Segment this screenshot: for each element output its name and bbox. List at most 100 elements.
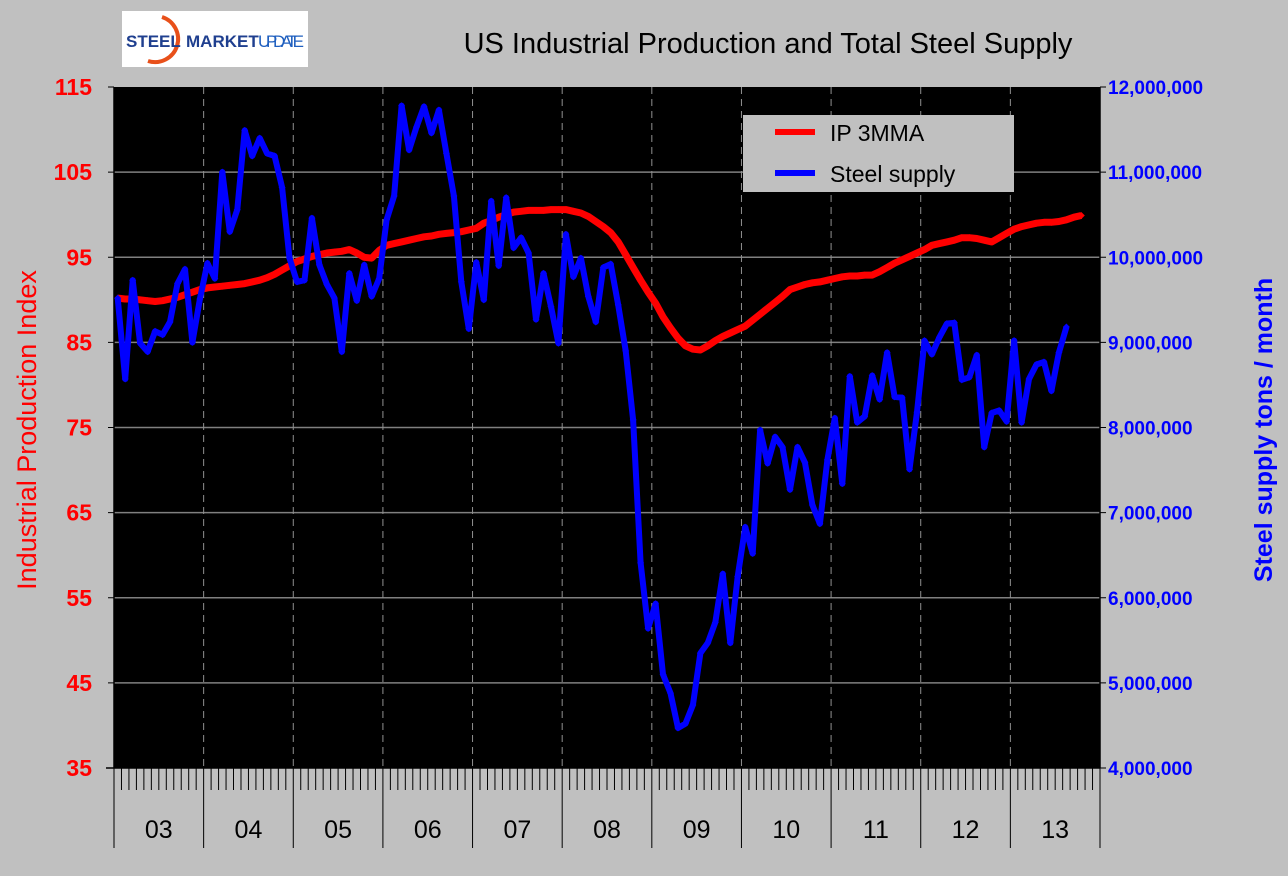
data-point xyxy=(525,249,533,257)
data-point xyxy=(144,297,152,305)
x-tick-label: 07 xyxy=(503,816,531,844)
data-point xyxy=(928,350,936,358)
series-line xyxy=(114,102,1070,731)
data-point xyxy=(323,280,331,288)
data-point xyxy=(749,316,757,324)
data-point xyxy=(390,192,398,200)
data-point xyxy=(211,275,219,283)
y2-tick-label: 8,000,000 xyxy=(1108,419,1193,440)
y-tick-label: 45 xyxy=(66,670,92,696)
data-point xyxy=(995,406,1003,414)
data-point xyxy=(674,724,682,732)
svg-text:STEEL: STEEL xyxy=(126,32,181,51)
data-point xyxy=(838,480,846,488)
data-point xyxy=(196,295,204,303)
data-point xyxy=(719,332,727,340)
data-point xyxy=(480,296,488,304)
data-point xyxy=(547,206,555,214)
data-point xyxy=(151,327,159,335)
x-tick-label: 11 xyxy=(863,816,889,844)
data-point xyxy=(166,318,174,326)
data-point xyxy=(480,219,488,227)
data-point xyxy=(995,234,1003,242)
data-point xyxy=(540,206,548,214)
x-tick-label: 12 xyxy=(952,816,980,844)
data-point xyxy=(159,297,167,305)
data-point xyxy=(323,249,331,257)
data-point xyxy=(950,319,958,327)
data-point xyxy=(226,228,234,236)
data-point xyxy=(398,102,406,110)
data-point xyxy=(734,572,742,580)
data-point xyxy=(1010,225,1018,233)
data-point xyxy=(278,183,286,191)
data-point xyxy=(457,278,465,286)
data-point xyxy=(465,325,473,333)
x-tick-label: 08 xyxy=(593,816,621,844)
data-point xyxy=(704,639,712,647)
data-point xyxy=(771,433,779,441)
y-tick-label: 115 xyxy=(55,74,92,100)
data-point xyxy=(629,263,637,271)
data-point xyxy=(913,408,921,416)
data-point xyxy=(666,324,674,332)
data-point xyxy=(666,689,674,697)
data-point xyxy=(599,263,607,271)
data-point xyxy=(173,280,181,288)
y2-tick-label: 7,000,000 xyxy=(1108,504,1193,525)
series-steel-supply xyxy=(114,102,1070,732)
y-tick-label: 85 xyxy=(66,329,92,355)
data-point xyxy=(330,294,338,302)
legend: IP 3MMA Steel supply xyxy=(743,115,1014,192)
data-point xyxy=(726,329,734,337)
data-point xyxy=(756,426,764,434)
data-point xyxy=(644,624,652,632)
data-point xyxy=(188,288,196,296)
y2-tick-label: 6,000,000 xyxy=(1108,589,1193,610)
data-point xyxy=(1077,212,1085,220)
data-point xyxy=(1055,217,1063,225)
data-point xyxy=(114,294,122,302)
y2-tick-label: 5,000,000 xyxy=(1108,674,1193,695)
data-point xyxy=(577,254,585,262)
data-point xyxy=(338,348,346,356)
data-point xyxy=(943,320,951,328)
y-tick-label: 65 xyxy=(66,500,92,526)
y-tick-label: 35 xyxy=(66,755,92,781)
data-point xyxy=(935,240,943,248)
data-point xyxy=(719,570,727,578)
data-point xyxy=(368,254,376,262)
data-point xyxy=(689,345,697,353)
data-point xyxy=(405,146,413,154)
data-point xyxy=(584,292,592,300)
data-point xyxy=(846,372,854,380)
data-point xyxy=(808,279,816,287)
data-point xyxy=(629,416,637,424)
data-point xyxy=(846,272,854,280)
data-point xyxy=(1025,221,1033,229)
data-point xyxy=(659,670,667,678)
data-point xyxy=(1040,218,1048,226)
data-point xyxy=(420,103,428,111)
svg-text:MARKET: MARKET xyxy=(186,32,259,51)
data-point xyxy=(1018,223,1026,231)
data-point xyxy=(1062,216,1070,224)
data-point xyxy=(218,282,226,290)
data-point xyxy=(525,206,533,214)
data-point xyxy=(547,303,555,311)
data-point xyxy=(801,458,809,466)
data-point xyxy=(1047,387,1055,395)
y-axis-title: Industrial Production Index xyxy=(12,270,42,590)
y-tick-label: 55 xyxy=(66,585,92,611)
y2-tick-label: 10,000,000 xyxy=(1108,248,1203,269)
data-point xyxy=(554,206,562,214)
data-point xyxy=(569,273,577,281)
data-point xyxy=(487,197,495,205)
data-point xyxy=(973,235,981,243)
data-point xyxy=(293,258,301,266)
data-point xyxy=(838,273,846,281)
data-point xyxy=(584,212,592,220)
data-point xyxy=(681,342,689,350)
data-point xyxy=(965,373,973,381)
